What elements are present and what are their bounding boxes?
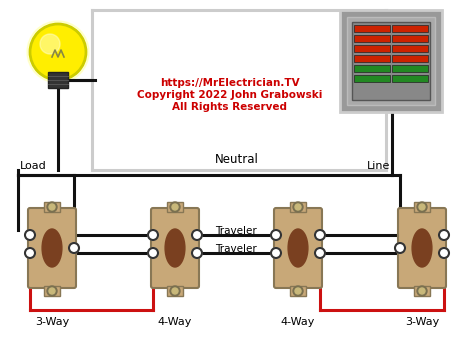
Bar [354,65,390,72]
Bar [354,25,390,32]
FancyBboxPatch shape [28,208,76,288]
Ellipse shape [288,229,308,267]
FancyBboxPatch shape [398,208,446,288]
Circle shape [315,230,325,240]
Bar [44,202,60,212]
Text: 3-Way: 3-Way [405,317,439,327]
Bar [354,55,390,62]
Bar [347,17,435,105]
Circle shape [395,243,405,253]
Ellipse shape [412,229,432,267]
Bar [352,22,430,100]
Circle shape [172,204,178,210]
Bar [392,45,428,52]
Circle shape [271,248,281,258]
Text: 3-Way: 3-Way [35,317,69,327]
Circle shape [170,286,180,296]
Circle shape [293,286,303,296]
Bar [48,72,68,88]
Bar [354,35,390,42]
Bar [354,75,390,82]
Circle shape [439,230,449,240]
Circle shape [25,248,35,258]
Bar [392,55,428,62]
Text: Traveler: Traveler [215,226,257,236]
Circle shape [47,202,57,212]
Circle shape [315,248,325,258]
Circle shape [40,34,60,54]
Circle shape [170,202,180,212]
Text: Load: Load [20,161,47,171]
Bar [44,286,60,296]
Text: Line: Line [366,161,390,171]
Circle shape [293,202,303,212]
Circle shape [419,288,425,294]
Bar [340,10,442,112]
Bar [392,75,428,82]
Text: Traveler: Traveler [215,244,257,254]
Circle shape [47,286,57,296]
Bar [392,65,428,72]
Bar [414,202,430,212]
Text: https://MrElectrician.TV
Copyright 2022 John Grabowski
All Rights Reserved: https://MrElectrician.TV Copyright 2022 … [137,78,323,111]
Bar [392,25,428,32]
Bar [167,202,183,212]
Circle shape [69,243,79,253]
Text: Neutral: Neutral [215,153,259,166]
Circle shape [271,230,281,240]
Circle shape [295,288,301,294]
Bar [414,286,430,296]
Circle shape [417,286,427,296]
Ellipse shape [42,229,62,267]
Circle shape [419,204,425,210]
Bar [392,35,428,42]
Circle shape [27,21,89,83]
Ellipse shape [165,229,185,267]
Text: 4-Way: 4-Way [281,317,315,327]
Circle shape [417,202,427,212]
Bar [290,202,306,212]
Circle shape [49,204,55,210]
Circle shape [148,230,158,240]
Circle shape [192,248,202,258]
Bar [290,286,306,296]
Text: 4-Way: 4-Way [158,317,192,327]
Circle shape [295,204,301,210]
Circle shape [172,288,178,294]
FancyBboxPatch shape [274,208,322,288]
Circle shape [439,248,449,258]
Circle shape [148,248,158,258]
Circle shape [192,230,202,240]
Circle shape [25,230,35,240]
Bar [167,286,183,296]
Circle shape [30,24,86,80]
Bar [354,45,390,52]
Circle shape [49,288,55,294]
FancyBboxPatch shape [151,208,199,288]
